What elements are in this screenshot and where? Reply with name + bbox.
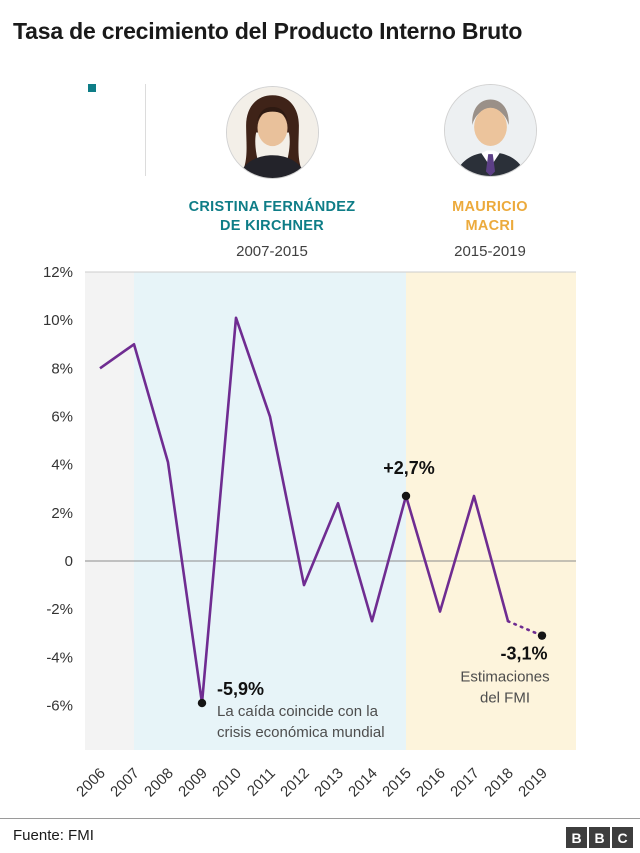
annotation-caption: Estimaciones <box>460 669 549 686</box>
y-tick-label: 2% <box>51 505 73 522</box>
gdp-line-chart: 12% 10% 8% 6% 4% 2% 0 -2% -4% -6% 2006200720082009… <box>43 264 576 801</box>
x-tick-label: 2014 <box>345 765 381 801</box>
x-tick-label: 2017 <box>447 765 483 801</box>
annotation-label: -3,1% <box>500 644 547 664</box>
annotation-label: +2,7% <box>383 458 435 478</box>
bbc-logo-letter-b1: B <box>566 827 587 848</box>
cristina-photo <box>226 86 319 179</box>
x-tick-label: 2018 <box>481 765 517 801</box>
president-macri-name: MAURICIO MACRI <box>375 198 605 236</box>
annotation-dot <box>537 631 547 640</box>
y-tick-label: 0 <box>65 553 73 570</box>
x-tick-label: 2015 <box>379 765 415 801</box>
y-tick-label: 8% <box>51 360 73 377</box>
president-name-line: DE KIRCHNER <box>220 218 324 234</box>
bbc-logo: B B C <box>566 827 633 848</box>
president-kirchner: CRISTINA FERNÁNDEZ DE KIRCHNER 2007-2015 <box>157 198 387 260</box>
x-tick-label: 2008 <box>141 765 177 801</box>
president-macri: MAURICIO MACRI 2015-2019 <box>375 198 605 260</box>
president-name-line: MAURICIO <box>452 199 528 215</box>
annotation-dot <box>197 698 207 708</box>
president-kirchner-term: 2007-2015 <box>236 243 308 260</box>
macri-photo <box>444 84 537 177</box>
y-tick-label: -4% <box>46 649 73 666</box>
y-tick-label: 4% <box>51 457 73 474</box>
y-tick-label: 12% <box>43 264 73 281</box>
gdp-line-forecast <box>506 619 544 637</box>
y-tick-label: -6% <box>46 697 73 714</box>
accent-square <box>88 84 96 92</box>
y-tick-label: 10% <box>43 312 73 329</box>
x-tick-label: 2010 <box>209 765 245 801</box>
president-name-line: MACRI <box>465 218 515 234</box>
x-tick-label: 2013 <box>311 765 347 801</box>
y-tick-label: -2% <box>46 601 73 618</box>
macri-silhouette-icon <box>445 85 536 176</box>
region-kirchner <box>134 272 406 750</box>
gdp-line <box>99 316 510 705</box>
x-tick-label: 2011 <box>244 765 279 800</box>
footer-divider <box>0 818 640 819</box>
region-pre-kirchner <box>85 272 134 750</box>
x-tick-label: 2009 <box>175 765 211 801</box>
annotation-label: -5,9% <box>217 679 264 699</box>
page-title: Tasa de crecimiento del Producto Interno… <box>13 18 523 44</box>
president-name-line: CRISTINA FERNÁNDEZ <box>188 199 356 215</box>
president-kirchner-name: CRISTINA FERNÁNDEZ DE KIRCHNER <box>157 198 387 236</box>
annotation-caption: La caída coincide con la <box>217 703 379 720</box>
x-tick-label: 2006 <box>73 765 109 801</box>
x-tick-label: 2007 <box>107 765 143 801</box>
bbc-logo-letter-b2: B <box>589 827 610 848</box>
region-macri <box>406 272 576 750</box>
source-label: Fuente: FMI <box>13 827 94 844</box>
bbc-logo-letter-c: C <box>612 827 633 848</box>
x-tick-label: 2012 <box>277 765 313 801</box>
annotation-caption: crisis económica mundial <box>217 724 385 741</box>
president-macri-term: 2015-2019 <box>454 243 526 260</box>
x-tick-label: 2019 <box>515 765 551 801</box>
annotation-dot <box>401 491 411 501</box>
y-tick-label: 6% <box>51 409 73 426</box>
x-tick-label: 2016 <box>413 765 449 801</box>
cristina-silhouette-icon <box>227 87 318 178</box>
header-divider-line <box>145 84 146 176</box>
annotation-caption: del FMI <box>480 690 530 707</box>
